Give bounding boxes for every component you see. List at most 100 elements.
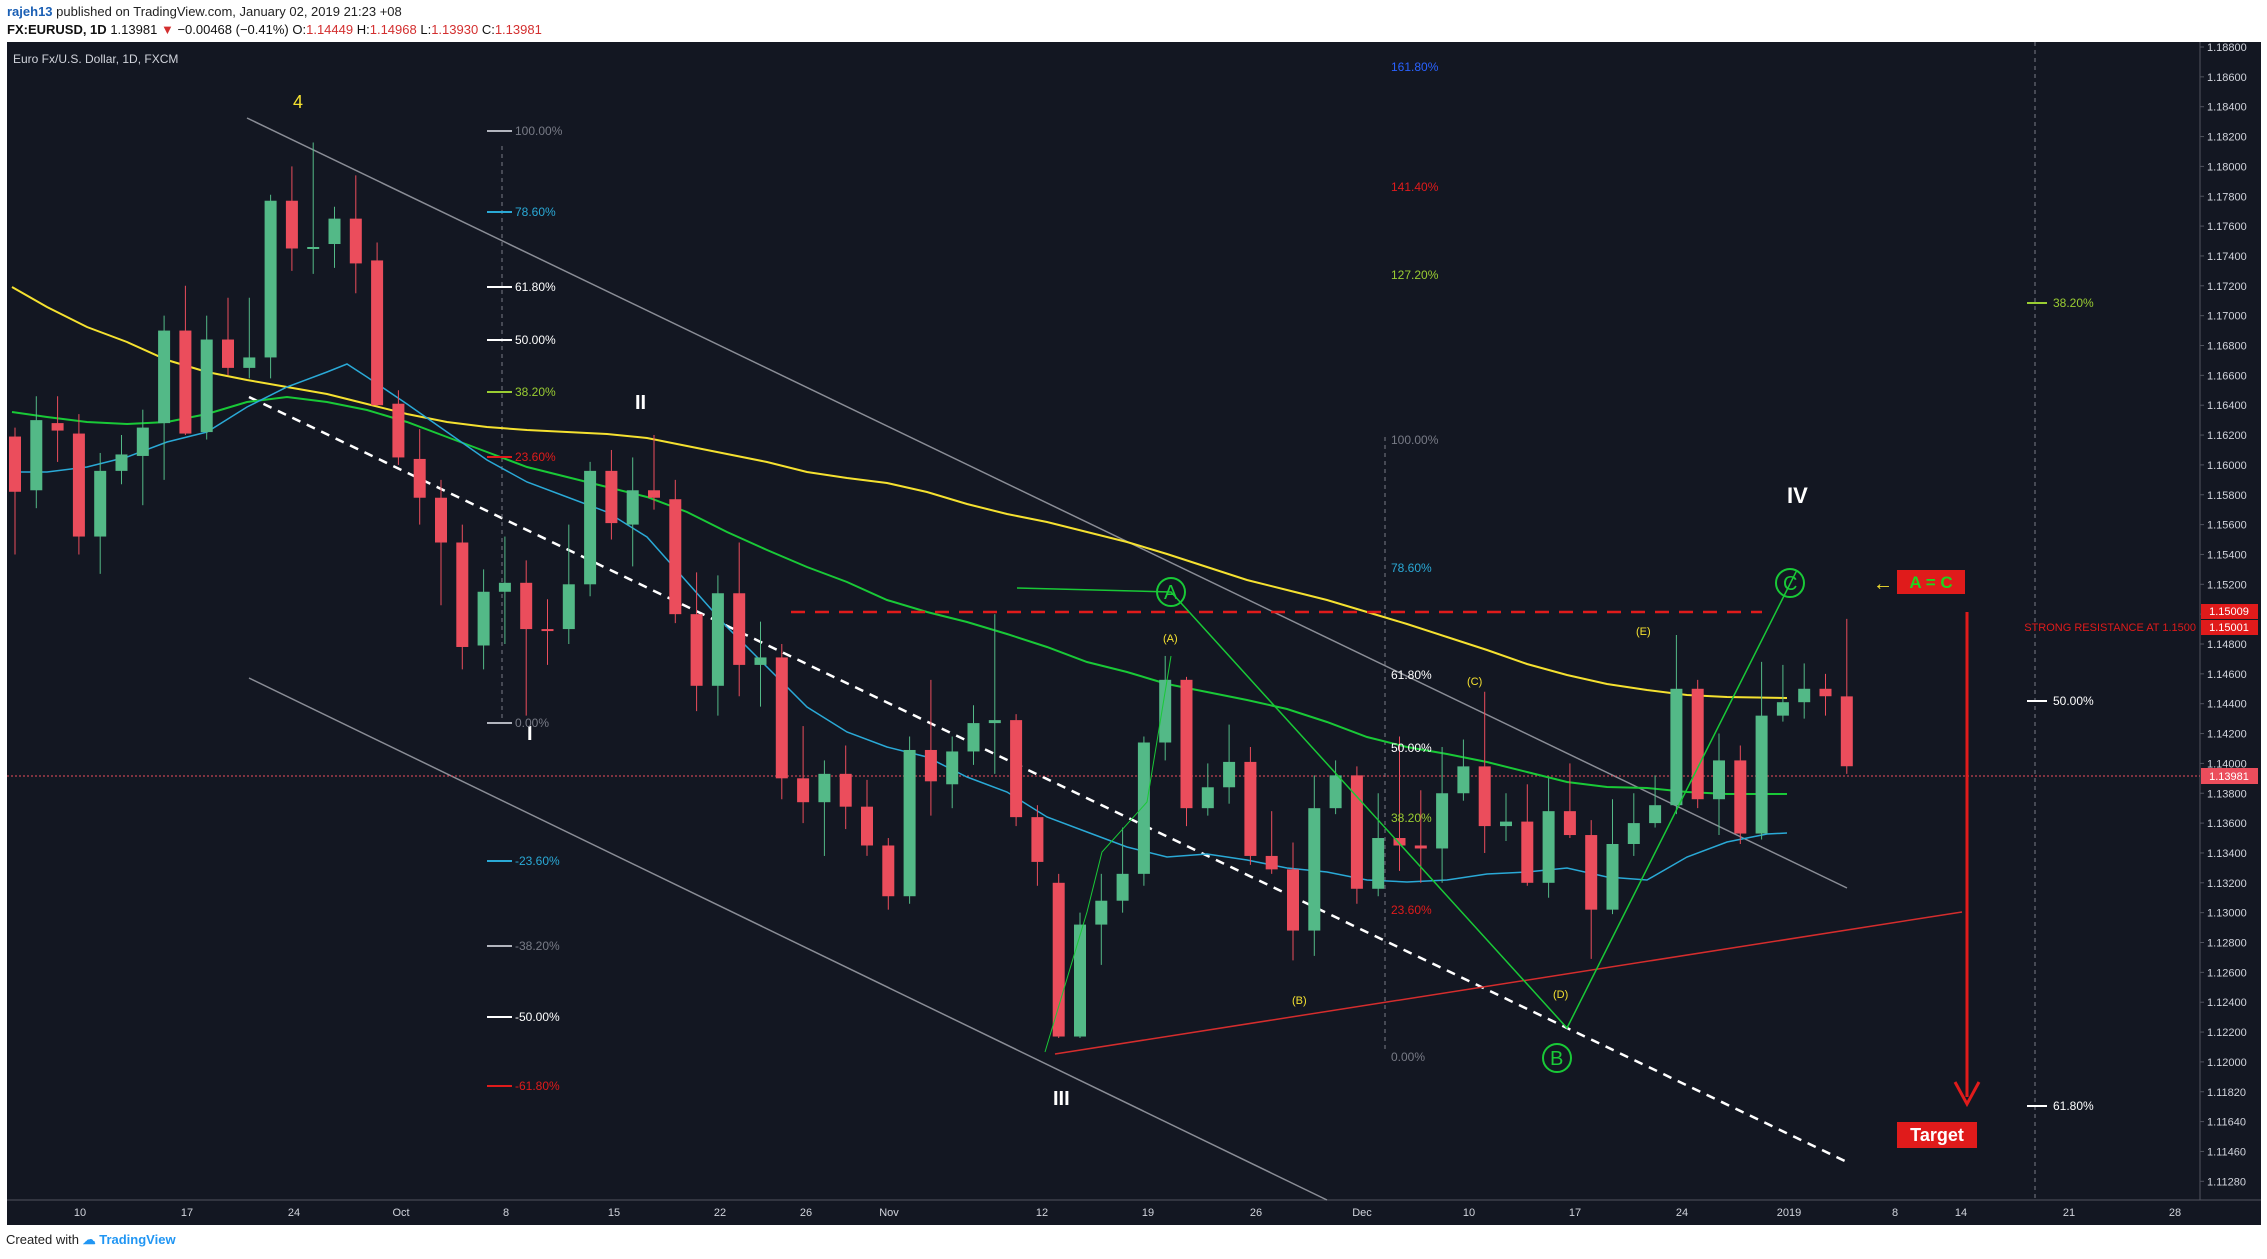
chart-container[interactable]: 1.18800 1.18600 1.18400 1.18200 1.18000 1.178… — [7, 42, 2261, 1225]
candle-body[interactable] — [1457, 766, 1470, 794]
candle-body[interactable] — [30, 420, 43, 491]
candle-body[interactable] — [669, 499, 682, 615]
candle-body[interactable] — [946, 751, 959, 785]
candle-body[interactable] — [882, 845, 895, 897]
candle-body[interactable] — [1798, 688, 1811, 703]
candle-body[interactable] — [9, 436, 21, 492]
candle-body[interactable] — [1052, 882, 1065, 1037]
candle-body[interactable] — [711, 593, 724, 686]
candle-body[interactable] — [435, 497, 447, 543]
candle-body[interactable] — [839, 773, 852, 807]
candle-body[interactable] — [1734, 760, 1747, 834]
candle-body[interactable] — [903, 749, 916, 897]
candle-body[interactable] — [1201, 787, 1214, 809]
candle-body[interactable] — [1244, 761, 1257, 856]
close-value: 1.13981 — [494, 22, 542, 37]
candle-body[interactable] — [136, 427, 149, 456]
candle-body[interactable] — [562, 584, 575, 630]
candle-body[interactable] — [349, 218, 362, 264]
candle-body[interactable] — [988, 720, 1001, 724]
price-axis-label: 1.18800 — [2207, 42, 2247, 54]
candle-body[interactable] — [1031, 817, 1044, 862]
candle-body[interactable] — [754, 657, 767, 665]
candle-body[interactable] — [690, 614, 703, 686]
abc-wave-lines[interactable] — [1016, 569, 1798, 1030]
candle-body[interactable] — [1776, 702, 1789, 716]
candle-body[interactable] — [1372, 838, 1385, 889]
candle-body[interactable] — [498, 582, 511, 592]
candle-body[interactable] — [243, 357, 256, 368]
candle-body[interactable] — [1713, 760, 1725, 800]
candle-body[interactable] — [967, 723, 980, 752]
candle-body[interactable] — [413, 458, 426, 498]
candle-body[interactable] — [456, 542, 469, 647]
candle-body[interactable] — [1542, 811, 1555, 883]
candle-body[interactable] — [1500, 821, 1512, 827]
candle-body[interactable] — [1819, 688, 1832, 697]
support-trendline[interactable] — [1054, 911, 1963, 1055]
candle-body[interactable] — [1627, 823, 1640, 844]
author-link[interactable]: rajeh13 — [7, 4, 53, 19]
candle-body[interactable] — [1840, 696, 1853, 767]
candle-body[interactable] — [1010, 720, 1023, 818]
candle-body[interactable] — [222, 339, 234, 368]
candle-body[interactable] — [648, 490, 660, 498]
candle-body[interactable] — [1308, 808, 1321, 931]
channel-upper-line[interactable] — [246, 117, 1848, 889]
candle-body[interactable] — [1436, 793, 1449, 849]
candle-body[interactable] — [1563, 811, 1576, 836]
candle-body[interactable] — [1116, 873, 1129, 901]
candle-body[interactable] — [477, 591, 490, 646]
candle-body[interactable] — [328, 218, 341, 245]
candle-body[interactable] — [1223, 761, 1236, 788]
candle-body[interactable] — [1691, 688, 1704, 800]
candle-body[interactable] — [797, 778, 810, 803]
candle-body[interactable] — [1180, 679, 1193, 809]
candle-body[interactable] — [158, 330, 171, 424]
candle-body[interactable] — [1414, 845, 1427, 849]
candle-body[interactable] — [307, 246, 320, 249]
candle-body[interactable] — [51, 423, 64, 431]
candle-body[interactable] — [1521, 821, 1534, 883]
candle-body[interactable] — [1649, 805, 1662, 824]
candle-body[interactable] — [818, 773, 831, 803]
candle-body[interactable] — [520, 582, 533, 630]
channel-lower-line[interactable] — [248, 677, 1328, 1201]
candle-body[interactable] — [1137, 742, 1150, 874]
candle-body[interactable] — [541, 629, 554, 632]
candle-body[interactable] — [1265, 855, 1278, 870]
fib-left-50: 50.00% — [515, 333, 556, 347]
candle-body[interactable] — [200, 339, 213, 433]
candle-body[interactable] — [1329, 775, 1342, 809]
candle-body[interactable] — [1287, 869, 1299, 931]
candle-body[interactable] — [179, 330, 192, 434]
candle-body[interactable] — [775, 657, 788, 779]
tradingview-logo-icon[interactable]: ☁ TradingView — [82, 1232, 176, 1247]
candle-body[interactable] — [371, 260, 384, 406]
candle-body[interactable] — [1095, 900, 1108, 925]
candle-body[interactable] — [285, 200, 298, 249]
candle-body[interactable] — [584, 470, 597, 585]
candle-body[interactable] — [1393, 838, 1406, 846]
chart-svg[interactable]: 1.18800 1.18600 1.18400 1.18200 1.18000 1.178… — [7, 42, 2261, 1225]
candle-body[interactable] — [1670, 688, 1683, 806]
candle-body[interactable] — [1585, 835, 1598, 910]
candle-body[interactable] — [1755, 715, 1768, 834]
candle-body[interactable] — [115, 454, 128, 471]
candle-body[interactable] — [1159, 679, 1172, 743]
candle-body[interactable] — [1350, 775, 1363, 889]
channel-mid-dashed-line[interactable] — [248, 395, 1848, 1164]
candle-body[interactable] — [733, 593, 746, 665]
candle-body[interactable] — [72, 433, 85, 537]
candle-body[interactable] — [861, 806, 873, 846]
candle-body[interactable] — [1074, 924, 1086, 1037]
candle-body[interactable] — [605, 470, 618, 524]
candle-body[interactable] — [626, 490, 639, 525]
candle-body[interactable] — [264, 200, 277, 358]
candle-body[interactable] — [94, 470, 107, 537]
candle-body[interactable] — [924, 749, 937, 782]
candle-body[interactable] — [392, 403, 405, 458]
wave-i-label: I — [527, 723, 533, 745]
candle-body[interactable] — [1478, 766, 1491, 827]
candle-body[interactable] — [1606, 843, 1619, 910]
